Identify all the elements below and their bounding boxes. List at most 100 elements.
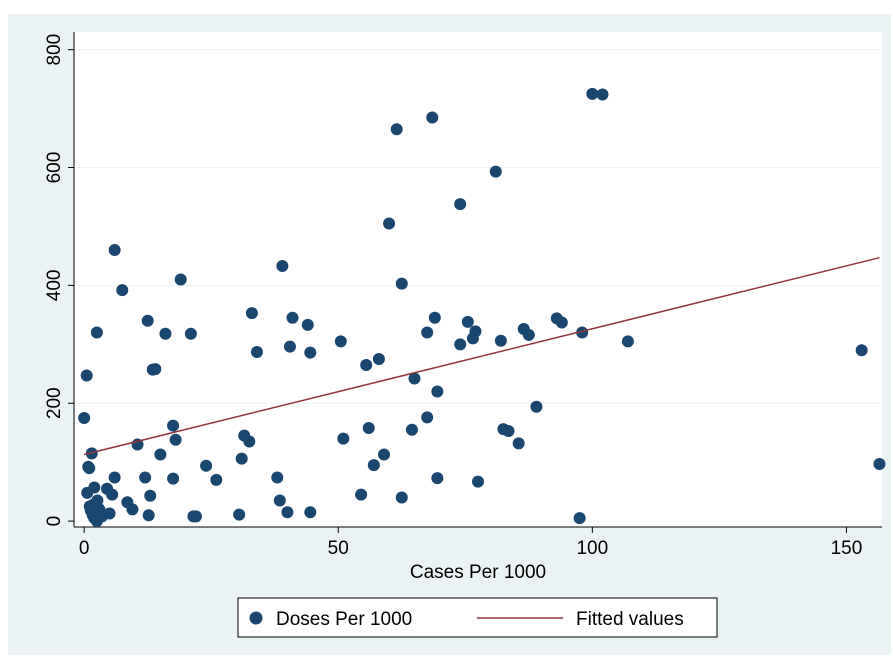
x-axis-label: Cases Per 1000 — [410, 562, 546, 583]
scatter-point — [454, 338, 467, 351]
legend-label-fitted: Fitted values — [576, 609, 684, 630]
scatter-point — [304, 346, 317, 359]
scatter-point — [301, 318, 314, 331]
scatter-point — [355, 488, 368, 501]
scatter-point — [421, 326, 434, 339]
scatter-point — [142, 509, 155, 522]
x-tick-label: 100 — [576, 538, 608, 559]
y-axis-ticks: 0 200 400 600 800 — [44, 34, 74, 527]
scatter-points — [78, 87, 886, 528]
scatter-point — [149, 363, 162, 376]
scatter-point — [873, 457, 886, 470]
scatter-point — [116, 284, 129, 297]
scatter-point — [431, 385, 444, 398]
scatter-point — [573, 512, 586, 525]
scatter-point — [367, 459, 380, 472]
scatter-point — [576, 326, 589, 339]
scatter-point — [144, 489, 157, 502]
y-tick-label: 800 — [44, 34, 65, 66]
legend: Doses Per 1000 Fitted values — [237, 597, 718, 638]
scatter-point — [337, 432, 350, 445]
scatter-point — [502, 424, 515, 437]
scatter-point — [184, 327, 197, 340]
scatter-point — [372, 353, 385, 366]
scatter-point — [189, 510, 202, 523]
scatter-point — [174, 273, 187, 286]
scatter-point — [304, 506, 317, 519]
scatter-point — [512, 437, 525, 450]
scatter-point — [395, 277, 408, 290]
scatter-point — [281, 506, 294, 519]
scatter-point — [283, 340, 296, 353]
scatter-point — [530, 400, 543, 413]
plot-area — [74, 32, 882, 527]
scatter-point — [108, 244, 121, 257]
scatter-point — [200, 459, 213, 472]
legend-marker-doses — [249, 611, 263, 625]
scatter-point — [141, 314, 154, 327]
y-tick-label: 200 — [44, 387, 65, 419]
scatter-point — [421, 411, 434, 424]
scatter-point — [489, 165, 502, 178]
scatter-point — [167, 419, 180, 432]
scatter-point — [126, 503, 139, 516]
scatter-point — [88, 481, 101, 494]
scatter-point — [108, 471, 121, 484]
scatter-point — [362, 422, 375, 434]
x-tick-label: 50 — [328, 538, 349, 559]
scatter-point — [106, 488, 119, 501]
scatter-point — [454, 198, 467, 211]
scatter-point — [276, 259, 289, 272]
scatter-point — [286, 311, 299, 324]
scatter-point — [210, 473, 223, 486]
scatter-point — [360, 358, 373, 371]
scatter-point — [80, 369, 93, 382]
scatter-point — [103, 507, 116, 520]
x-axis-ticks: 0 50 100 150 — [79, 527, 862, 559]
scatter-point — [522, 328, 535, 341]
scatter-point — [383, 217, 396, 230]
x-tick-label: 150 — [831, 538, 863, 559]
scatter-point — [243, 435, 256, 448]
scatter-point — [377, 448, 390, 461]
scatter-point — [235, 452, 248, 465]
y-tick-label: 600 — [44, 152, 65, 184]
scatter-point — [334, 335, 347, 348]
scatter-point — [83, 462, 96, 475]
scatter-point — [426, 111, 439, 124]
fit-line — [83, 256, 880, 456]
scatter-point — [405, 423, 418, 436]
scatter-point — [271, 471, 284, 484]
scatter-point — [469, 325, 482, 338]
legend-label-doses: Doses Per 1000 — [276, 609, 412, 630]
y-tick-label: 400 — [44, 270, 65, 302]
scatter-point — [167, 472, 180, 485]
scatter-point — [395, 491, 408, 504]
scatter-point — [78, 411, 91, 424]
scatter-point — [494, 334, 507, 347]
scatter-point — [408, 372, 421, 385]
scatter-point — [586, 87, 599, 100]
scatter-point — [555, 316, 568, 329]
scatter-point — [621, 335, 634, 348]
scatter-point — [159, 327, 172, 340]
scatter-point — [855, 344, 868, 357]
scatter-point — [428, 311, 441, 324]
scatter-point — [390, 123, 403, 136]
x-tick-label: 0 — [79, 538, 90, 559]
scatter-point — [233, 508, 246, 521]
scatter-point — [139, 471, 152, 484]
scatter-point — [154, 448, 167, 461]
scatter-point — [461, 315, 474, 328]
scatter-point — [245, 307, 258, 320]
scatter-point — [90, 326, 103, 339]
scatter-point — [472, 475, 484, 488]
scatter-point — [169, 433, 182, 446]
scatter-point — [273, 494, 286, 507]
fit-line-layer — [83, 256, 880, 456]
grid-lines — [74, 49, 882, 522]
y-tick-label: 0 — [44, 516, 65, 527]
scatter-point — [250, 345, 263, 358]
